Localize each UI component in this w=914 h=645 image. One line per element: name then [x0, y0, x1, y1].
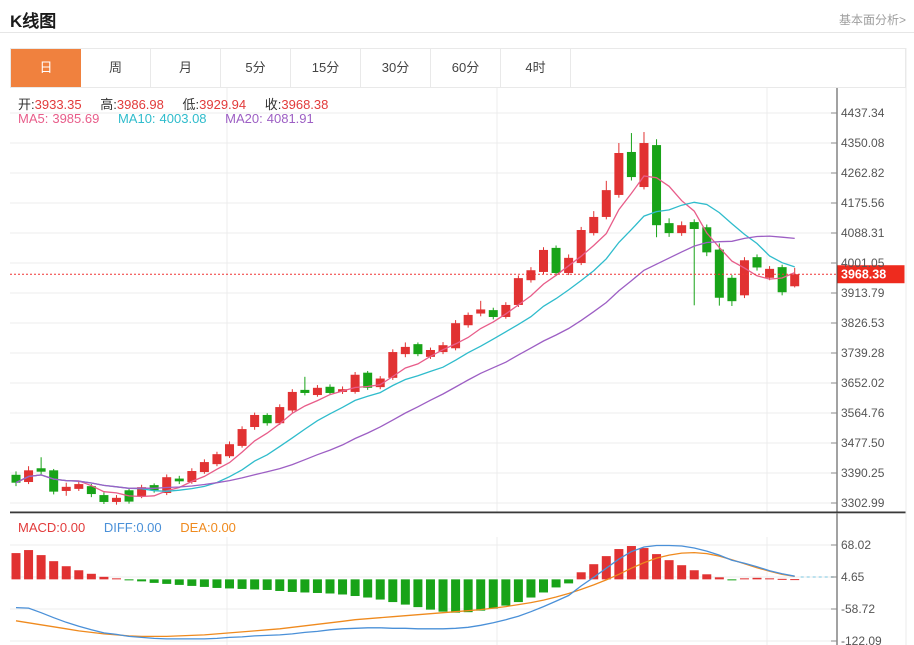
ohlc-info-row: 开:3933.35 高:3986.98 低:3929.94 收:3968.38 — [18, 94, 343, 113]
svg-text:4088.31: 4088.31 — [841, 226, 885, 240]
dea-group: DEA:0.00 — [180, 520, 236, 535]
svg-text:-58.72: -58.72 — [841, 602, 875, 616]
svg-text:4350.08: 4350.08 — [841, 136, 885, 150]
diff-group: DIFF:0.00 — [104, 520, 162, 535]
close-group: 收:3968.38 — [265, 97, 329, 112]
svg-text:3652.02: 3652.02 — [841, 376, 885, 390]
high-group: 高:3986.98 — [100, 97, 164, 112]
ma10-value: 4003.08 — [159, 111, 207, 126]
diff-label: DIFF: — [103, 520, 137, 535]
svg-text:3913.79: 3913.79 — [841, 286, 885, 300]
tab-30分[interactable]: 30分 — [361, 49, 431, 87]
ma20-group: MA20: 4081.91 — [225, 111, 314, 126]
ma-info-row: MA5: 3985.69 MA10: 4003.08 MA20: 4081.91 — [18, 111, 329, 126]
macd-label: MACD: — [18, 520, 60, 535]
svg-text:-122.09: -122.09 — [841, 634, 882, 645]
price-badge: 3968.38 — [837, 265, 905, 284]
macd-histogram — [11, 546, 800, 613]
ma5-line — [15, 175, 795, 498]
low-value: 3929.94 — [199, 97, 247, 112]
close-value: 3968.38 — [281, 97, 329, 112]
high-label: 高: — [100, 97, 117, 112]
svg-text:3968.38: 3968.38 — [841, 268, 886, 282]
ma5-label: MA5: — [18, 111, 49, 126]
macd-y-axis: 68.02 4.65 -58.72 -122.09 — [831, 513, 882, 645]
fundamental-analysis-link[interactable]: 基本面分析> — [838, 13, 906, 27]
svg-text:4262.82: 4262.82 — [841, 166, 885, 180]
ma20-line — [15, 235, 795, 489]
high-value: 3986.98 — [116, 97, 164, 112]
macd-value: 0.00 — [59, 520, 86, 535]
close-label: 收: — [264, 97, 282, 112]
svg-text:3477.50: 3477.50 — [841, 436, 885, 450]
ma20-label: MA20: — [225, 111, 263, 126]
panel-separator — [10, 511, 906, 514]
tab-5分[interactable]: 5分 — [221, 49, 291, 87]
open-group: 开:3933.35 — [18, 97, 82, 112]
page-title: K线图 — [10, 12, 57, 31]
diff-line — [15, 544, 795, 640]
ma5-value: 3985.69 — [52, 111, 100, 126]
ma10-line — [15, 201, 795, 492]
svg-text:4.65: 4.65 — [841, 570, 865, 584]
diff-value: 0.00 — [136, 520, 162, 535]
main-y-axis: 4437.34 4350.08 4262.82 4175.56 4088.31 4001.… — [831, 88, 885, 512]
tab-60分[interactable]: 60分 — [431, 49, 501, 87]
tab-15分[interactable]: 15分 — [291, 49, 361, 87]
svg-text:68.02: 68.02 — [841, 538, 871, 552]
svg-text:4437.34: 4437.34 — [841, 106, 885, 120]
ma5-group: MA5: 3985.69 — [18, 111, 99, 126]
tab-4时[interactable]: 4时 — [501, 49, 571, 87]
open-value: 3933.35 — [34, 97, 82, 112]
title-divider — [0, 32, 914, 33]
ma20-value: 4081.91 — [266, 111, 314, 126]
tab-周[interactable]: 周 — [81, 49, 151, 87]
svg-text:3390.25: 3390.25 — [841, 466, 885, 480]
ma10-label: MA10: — [117, 111, 156, 126]
tab-月[interactable]: 月 — [151, 49, 221, 87]
dea-value: 0.00 — [210, 520, 236, 535]
svg-text:4001.05: 4001.05 — [841, 256, 885, 270]
svg-text:4175.56: 4175.56 — [841, 196, 885, 210]
macd-grid — [10, 544, 837, 642]
low-group: 低:3929.94 — [183, 97, 247, 112]
period-tab-bar: 日周月 5分 15分 30分 60分 4时 — [10, 48, 906, 88]
tab-日[interactable]: 日 — [11, 49, 81, 87]
candles — [11, 132, 800, 505]
svg-text:3739.28: 3739.28 — [841, 346, 885, 360]
svg-text:3564.76: 3564.76 — [841, 406, 885, 420]
dea-label: DEA: — [180, 520, 211, 535]
svg-text:3302.99: 3302.99 — [841, 496, 885, 510]
main-grid — [10, 88, 837, 645]
svg-text:3826.53: 3826.53 — [841, 316, 885, 330]
open-label: 开: — [18, 97, 35, 112]
ma10-group: MA10: 4003.08 — [118, 111, 207, 126]
macd-info-row: MACD:0.00 DIFF:0.00 DEA:0.00 — [18, 520, 251, 535]
low-label: 低: — [182, 97, 200, 112]
dea-line — [15, 551, 795, 638]
macd-group: MACD:0.00 — [18, 520, 85, 535]
